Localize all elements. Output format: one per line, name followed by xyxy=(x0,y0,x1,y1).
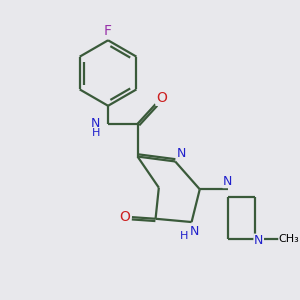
Text: H: H xyxy=(92,128,100,138)
Text: H: H xyxy=(180,231,189,241)
Text: O: O xyxy=(119,210,130,224)
Text: N: N xyxy=(223,175,232,188)
Text: N: N xyxy=(254,234,263,247)
Text: N: N xyxy=(190,225,200,238)
Text: N: N xyxy=(176,147,186,160)
Text: N: N xyxy=(91,117,100,130)
Text: F: F xyxy=(104,24,112,38)
Text: O: O xyxy=(156,91,167,105)
Text: CH₃: CH₃ xyxy=(279,234,299,244)
